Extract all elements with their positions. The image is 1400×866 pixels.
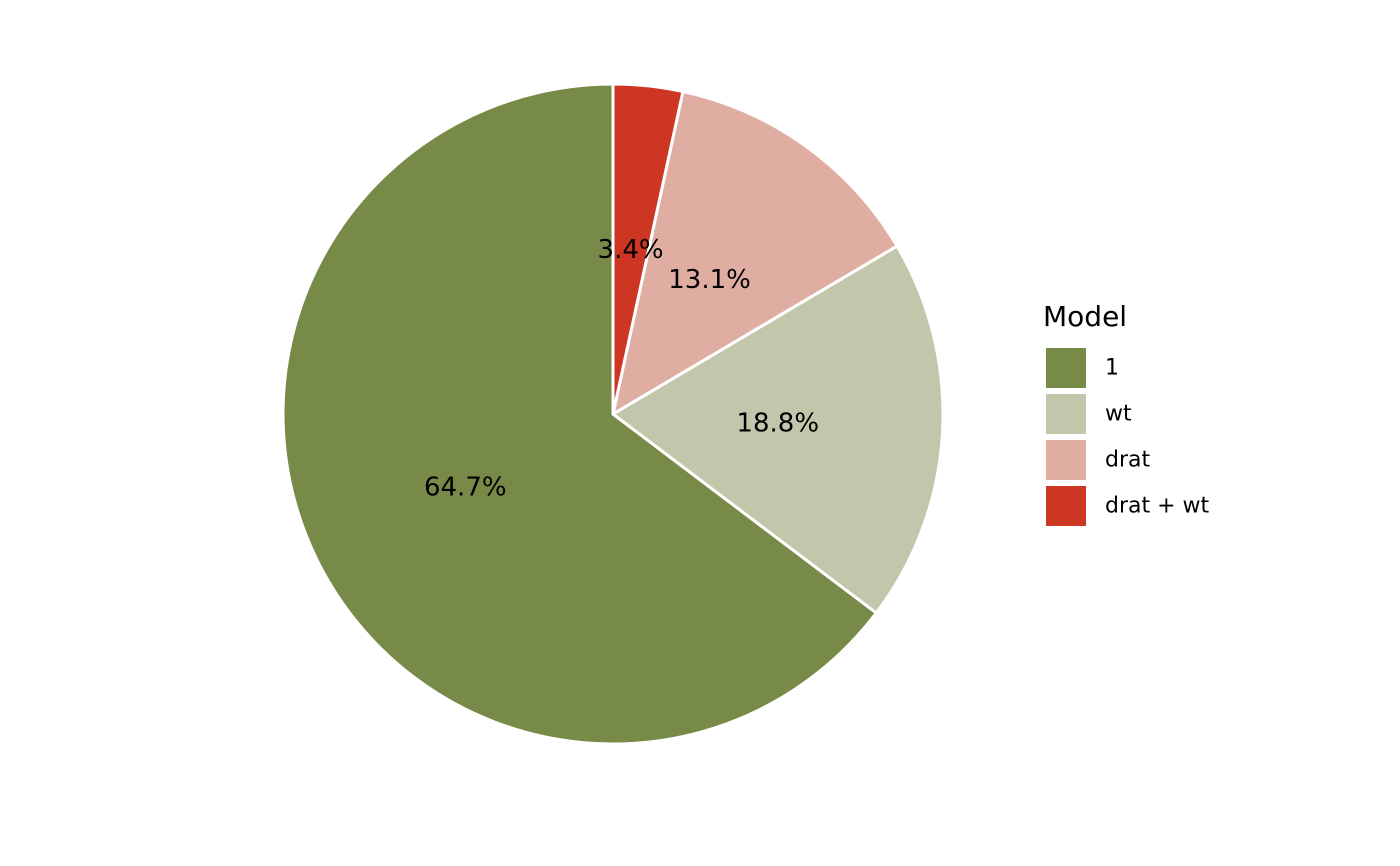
pie-label-wt: 18.8% bbox=[736, 408, 819, 438]
pie-label-drat-wt: 3.4% bbox=[598, 235, 664, 265]
legend-swatch-1 bbox=[1046, 348, 1086, 388]
legend-title: Model bbox=[1043, 300, 1127, 333]
legend-label-1: 1 bbox=[1105, 356, 1119, 381]
pie-slice-labels: 64.7% 18.8% 13.1%3.4% bbox=[424, 235, 819, 503]
legend-swatch-wt bbox=[1046, 394, 1086, 434]
legend-swatch-drat-wt bbox=[1046, 486, 1086, 526]
legend-label-wt: wt bbox=[1105, 402, 1132, 427]
pie-slices bbox=[281, 82, 945, 746]
legend-item-drat: drat bbox=[1046, 440, 1150, 480]
legend: Model 1 wt drat drat + wt bbox=[1043, 300, 1210, 526]
legend-item-1: 1 bbox=[1046, 348, 1119, 388]
pie-slice-drat-wt bbox=[611, 82, 685, 416]
legend-items: 1 wt drat drat + wt bbox=[1046, 348, 1210, 526]
pie-slice-1 bbox=[281, 82, 878, 746]
legend-item-drat-wt: drat + wt bbox=[1046, 486, 1210, 526]
pie-label-drat: 13.1% bbox=[668, 265, 751, 295]
pie-slice-wt bbox=[611, 244, 945, 615]
legend-label-drat-wt: drat + wt bbox=[1105, 494, 1210, 519]
legend-item-wt: wt bbox=[1046, 394, 1132, 434]
legend-swatch-drat bbox=[1046, 440, 1086, 480]
pie-label-1: 64.7% bbox=[424, 473, 507, 503]
pie-slice-drat bbox=[611, 90, 899, 416]
legend-label-drat: drat bbox=[1105, 448, 1150, 473]
